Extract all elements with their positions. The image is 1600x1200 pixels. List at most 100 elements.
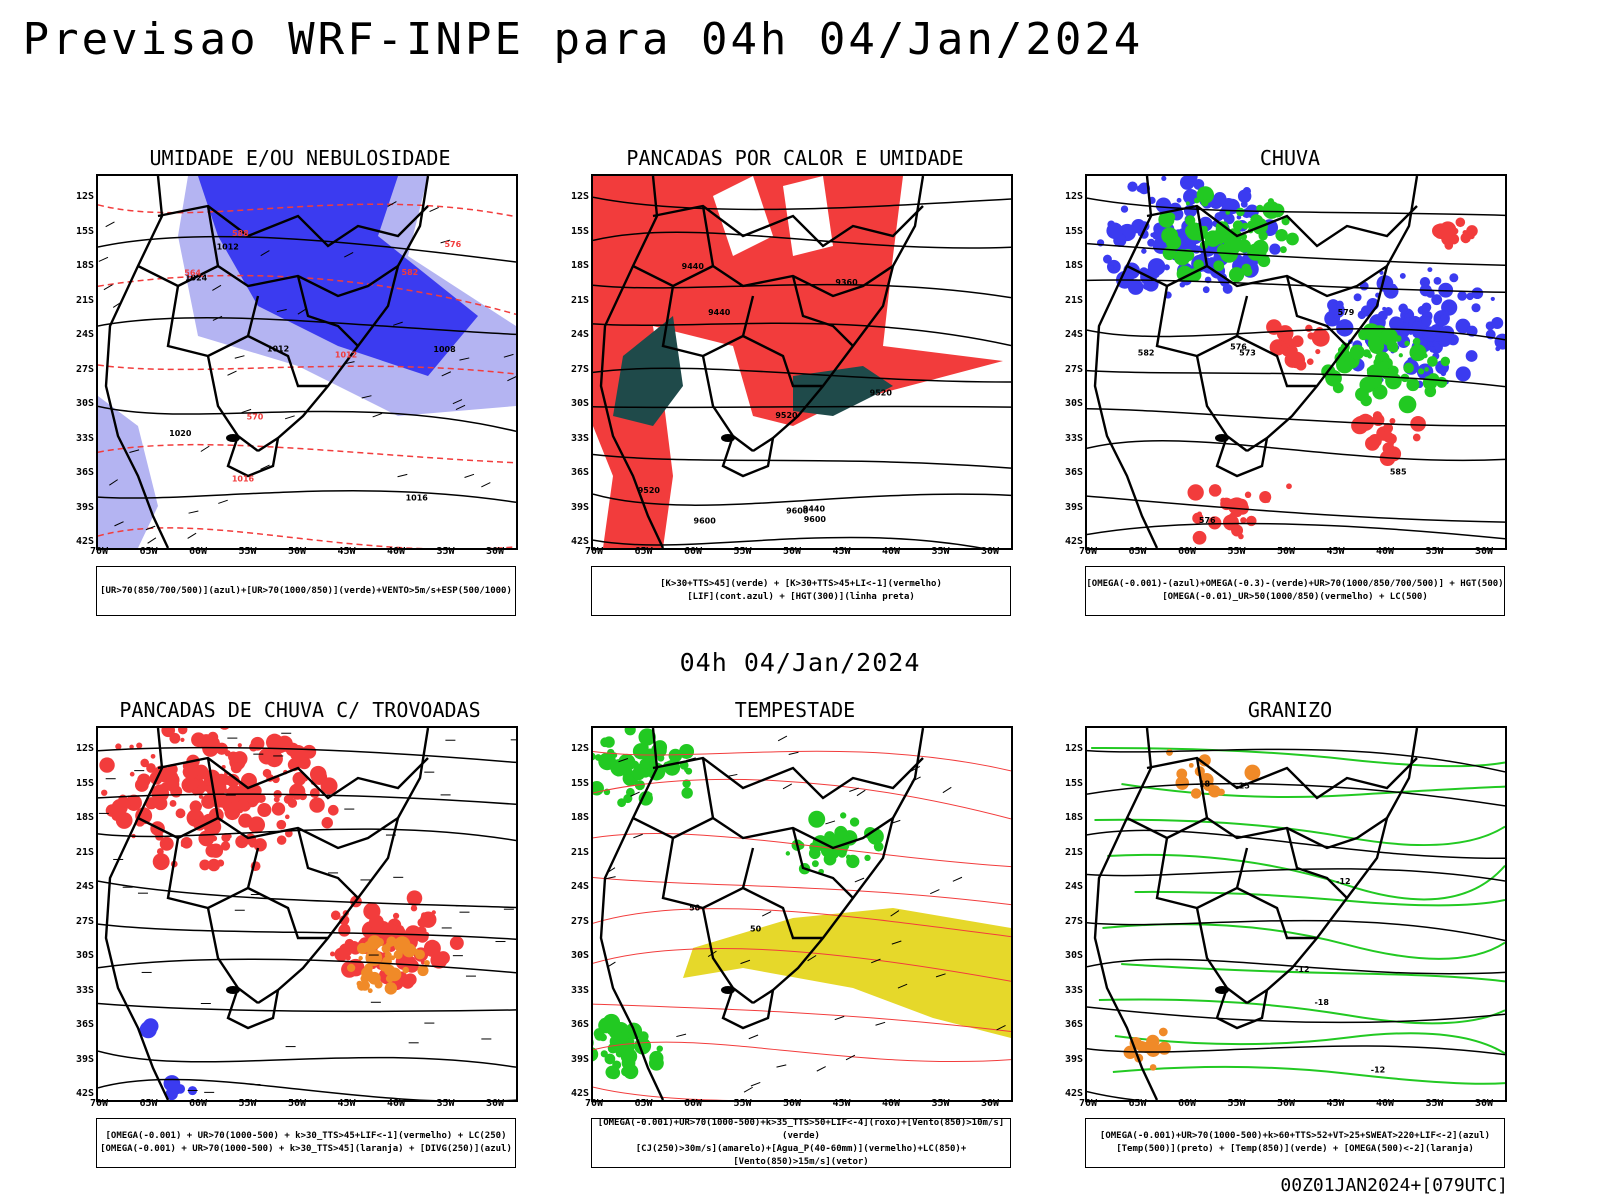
lon-label: 65W	[139, 1098, 158, 1109]
panel-legend: [UR>70(850/700/500)](azul)+[UR>70(1000/8…	[96, 566, 516, 616]
lon-label: 70W	[584, 546, 604, 557]
lat-label: 24S	[75, 329, 94, 340]
lon-label: 60W	[1177, 1098, 1197, 1109]
contour-label: 9600	[804, 515, 827, 524]
lon-label: 70W	[89, 546, 109, 557]
lat-label: 15S	[75, 777, 94, 789]
lat-label: 36S	[570, 467, 589, 478]
contour-label: 1016	[232, 475, 255, 484]
lat-label: 21S	[1064, 294, 1083, 306]
lon-label: 30W	[485, 546, 505, 557]
contour-label: 576	[1230, 342, 1247, 351]
contour-label: 588	[232, 229, 249, 238]
lat-label: 21S	[1064, 846, 1083, 858]
lon-label: 45W	[1326, 546, 1345, 557]
contour-label: 9520	[638, 486, 661, 495]
lat-label: 30S	[570, 950, 589, 961]
lon-label: 50W	[782, 546, 802, 557]
lat-label: 15S	[75, 225, 94, 237]
lat-label: 39S	[75, 1053, 94, 1065]
contour-label: 573	[1239, 348, 1256, 357]
lat-label: 42S	[570, 1088, 589, 1099]
contour-label: 9440	[682, 262, 705, 271]
lon-label: 40W	[386, 546, 406, 557]
lon-label: 35W	[1425, 1098, 1444, 1109]
contour-label: 50	[689, 904, 701, 913]
lat-label: 12S	[1064, 191, 1083, 202]
lon-label: 65W	[634, 1098, 653, 1109]
map-layer	[98, 728, 516, 1100]
lon-label: 50W	[1276, 546, 1296, 557]
contour-label: 582	[1138, 348, 1155, 357]
run-stamp: 00Z01JAN2024+[079UTC]	[1280, 1175, 1508, 1196]
lat-label: 30S	[1064, 950, 1083, 961]
map-canvas: 50 50	[593, 728, 1011, 1100]
panel-legend: [OMEGA(-0.001)+UR>70(1000-500)+k>60+TTS>…	[1085, 1118, 1505, 1168]
lat-label: 12S	[570, 743, 589, 754]
lat-label: 15S	[570, 225, 589, 237]
contour-label: 579	[1338, 308, 1355, 317]
lon-label: 60W	[1177, 546, 1197, 557]
map-panel	[96, 726, 518, 1102]
lon-label: 60W	[188, 1098, 208, 1109]
lon-label: 65W	[634, 546, 653, 557]
contour-label: 1012	[267, 344, 289, 353]
legend-line: [OMEGA(-0.001) + UR>70(1000-500) + k>30_…	[100, 1144, 512, 1154]
contour-label: 9440	[708, 308, 731, 317]
lat-label: 42S	[75, 536, 94, 547]
lat-label: 39S	[75, 501, 94, 513]
panel-title: PANCADAS DE CHUVA C/ TROVOADAS	[119, 698, 481, 722]
panel-title: UMIDADE E/OU NEBULOSIDADE	[149, 146, 451, 170]
lon-label: 60W	[188, 546, 208, 557]
lat-label: 12S	[75, 743, 94, 754]
lon-label: 30W	[1474, 1098, 1494, 1109]
contour-label: -18	[1196, 779, 1211, 788]
lon-label: 60W	[683, 1098, 703, 1109]
lat-label: 15S	[570, 777, 589, 789]
contour-label: 1020	[169, 429, 192, 438]
lat-label: 24S	[570, 881, 589, 892]
panel-legend: [OMEGA(-0.001)+UR>70(1000-500)+k>35_TTS>…	[591, 1118, 1011, 1168]
lat-label: 33S	[1064, 984, 1083, 996]
legend-line: [OMEGA(-0.001)+UR>70(1000-500)+k>35_TTS>…	[597, 1118, 1005, 1141]
lat-label: 30S	[1064, 398, 1083, 409]
lat-label: 33S	[1064, 432, 1083, 444]
map-panel: 1012 1008 1012 1016 1020 1024 1012 1016 570 576 58…	[96, 174, 518, 550]
panel-legend: [OMEGA(-0.001) + UR>70(1000-500) + k>30_…	[96, 1118, 516, 1168]
lat-label: 33S	[75, 984, 94, 996]
contour-label: 576	[444, 240, 461, 249]
map-layer	[98, 176, 516, 548]
lon-label: 65W	[1128, 546, 1147, 557]
map-canvas: -12 -12 -12 -15 -18 -18	[1087, 728, 1505, 1100]
lon-label: 30W	[980, 546, 1000, 557]
lon-label: 35W	[436, 1098, 455, 1109]
lat-label: 27S	[75, 915, 94, 927]
contour-label: 50	[750, 924, 762, 933]
lon-label: 40W	[881, 1098, 901, 1109]
contour-label: -12	[1295, 965, 1309, 974]
map-panel: -12 -12 -12 -15 -18 -18	[1085, 726, 1507, 1102]
lat-label: 27S	[570, 363, 589, 375]
map-canvas	[98, 728, 516, 1100]
lat-label: 18S	[75, 260, 94, 271]
lat-label: 39S	[570, 501, 589, 513]
lat-label: 33S	[75, 432, 94, 444]
map-canvas: 1012 1008 1012 1016 1020 1024 1012 1016 570 576 58…	[98, 176, 516, 548]
lon-label: 55W	[238, 546, 257, 557]
contour-label: 576	[1199, 516, 1216, 525]
lat-label: 18S	[570, 812, 589, 823]
lon-label: 35W	[931, 546, 950, 557]
contour-label: 9600	[694, 517, 717, 526]
map-panel: 50 50	[591, 726, 1013, 1102]
lat-label: 12S	[75, 191, 94, 202]
lon-label: 35W	[1425, 546, 1444, 557]
lat-label: 21S	[570, 294, 589, 306]
contour-label: 1016	[406, 494, 429, 503]
lat-label: 42S	[570, 536, 589, 547]
lon-label: 50W	[1276, 1098, 1296, 1109]
lat-label: 42S	[1064, 536, 1083, 547]
legend-line: [CJ(250)>30m/s](amarelo)+[Agua_P(40-60mm…	[635, 1144, 967, 1167]
lat-label: 27S	[1064, 363, 1083, 375]
lat-label: 21S	[75, 294, 94, 306]
